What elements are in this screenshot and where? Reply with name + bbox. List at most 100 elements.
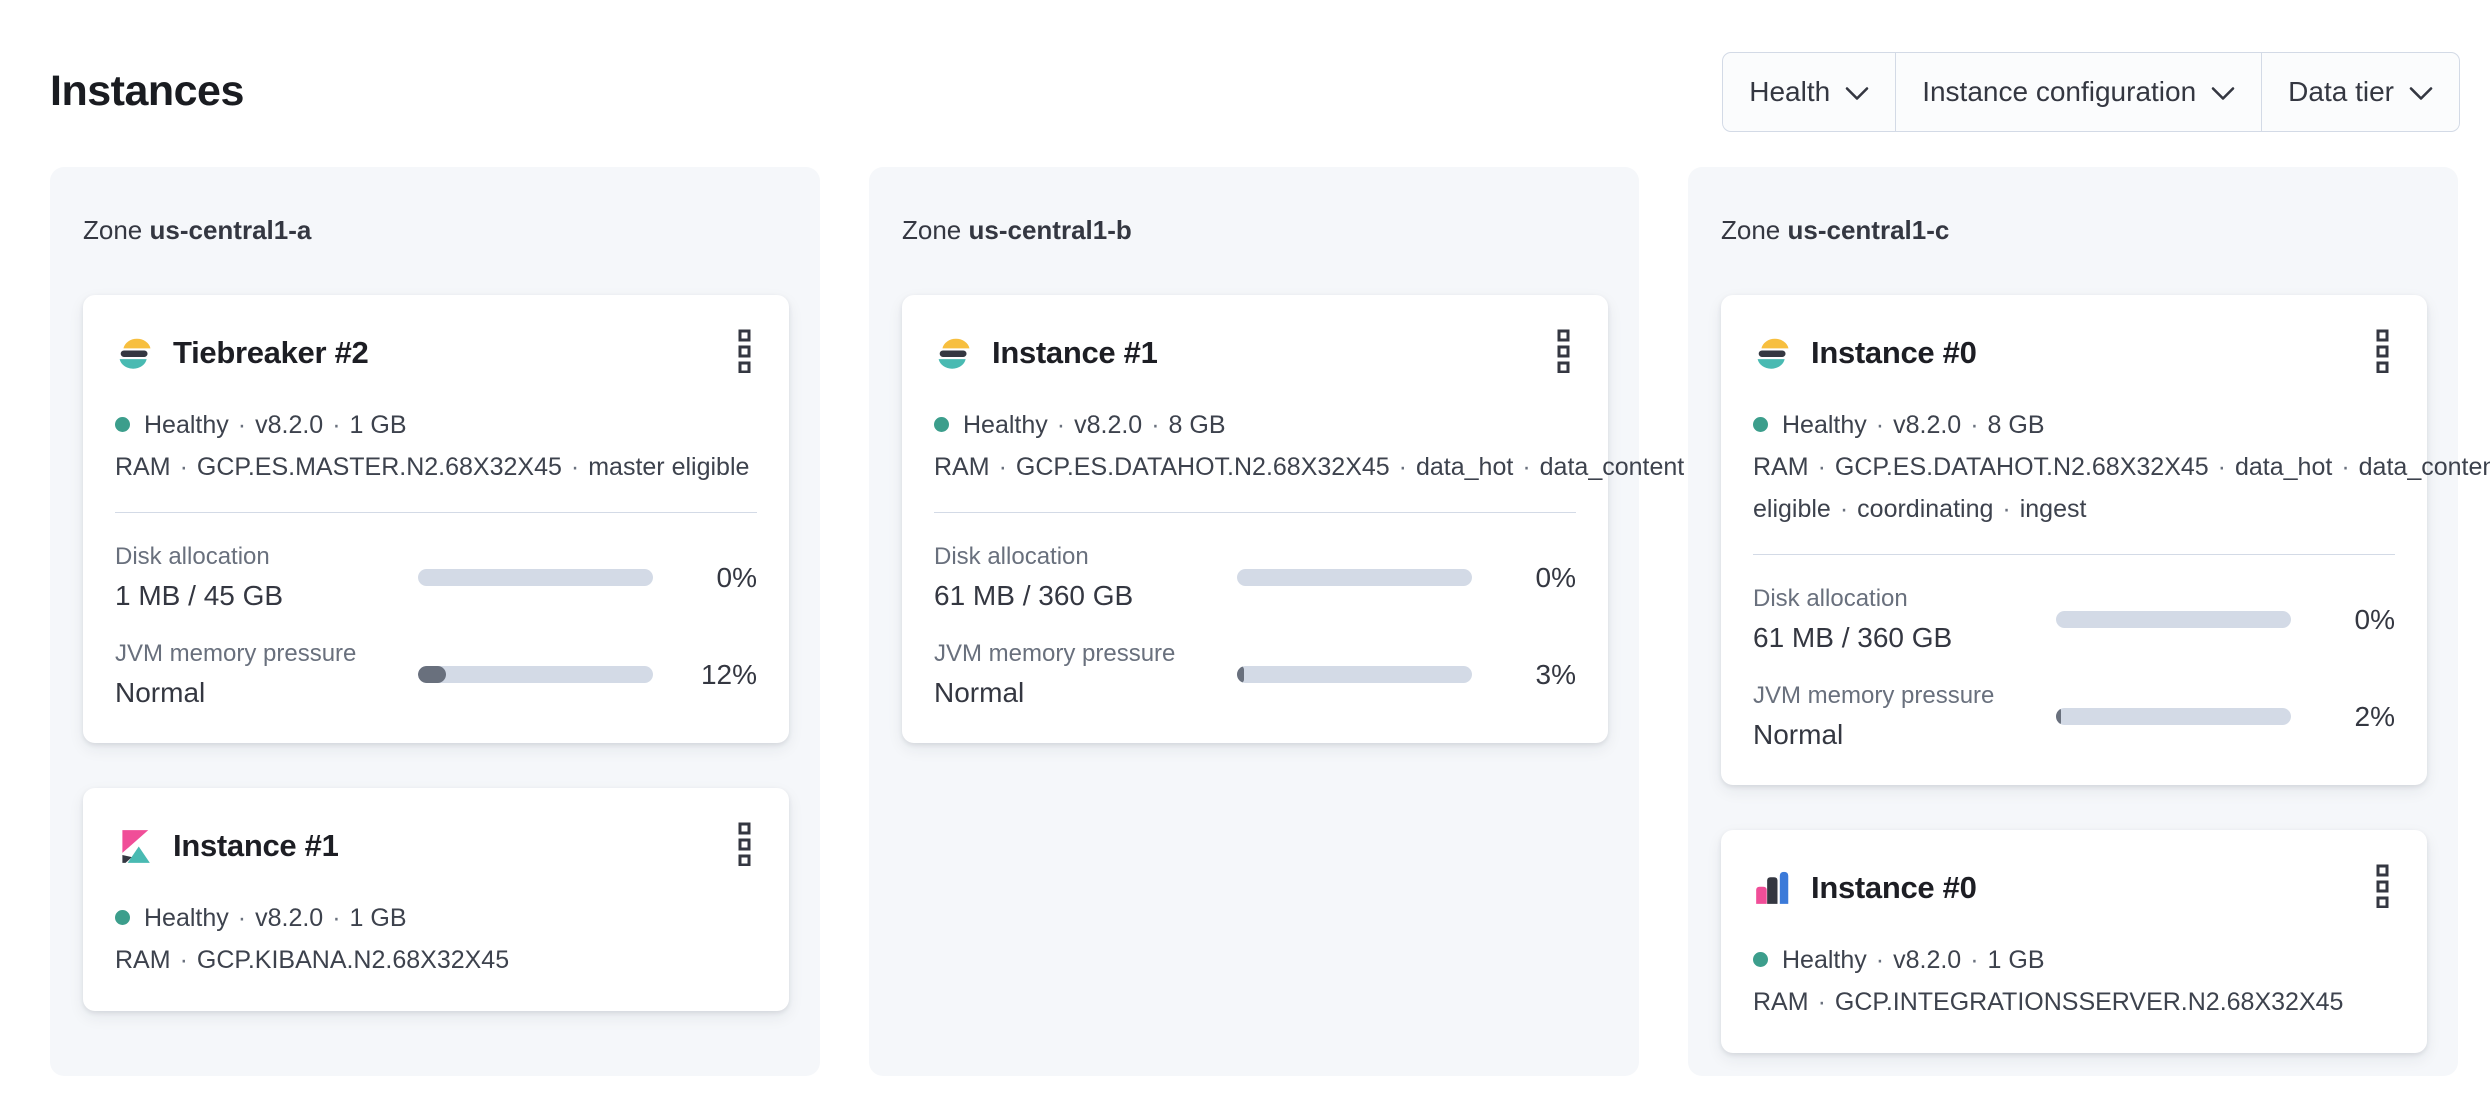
meta-separator: · — [179, 946, 188, 974]
meta-separator: · — [237, 411, 247, 439]
zone-title: Zone us-central1-a — [83, 215, 789, 245]
kebab-menu-icon — [1557, 329, 1570, 376]
metric-label: Disk allocation — [115, 543, 270, 570]
metric-percent: 0% — [1535, 561, 1576, 593]
metric-progress-bar — [1237, 666, 1472, 683]
instance-title: Instance #0 — [1811, 334, 1977, 370]
metrics-section: Disk allocation 1 MB / 45 GB 0% JVM memory … — [115, 543, 757, 709]
card-header: Instance #0 — [1753, 325, 2395, 380]
metric-percent: 0% — [716, 561, 757, 593]
meta-separator: · — [570, 453, 580, 481]
role-label: master eligible — [1753, 495, 1831, 523]
version-label: v8.2.0 — [1074, 411, 1143, 439]
kebab-menu-icon — [738, 822, 751, 869]
role-label: data_content — [1539, 453, 1685, 481]
metric-row: JVM memory pressure Normal 3% — [934, 640, 1576, 709]
chevron-down-icon — [2409, 76, 2433, 108]
health-dot-icon — [115, 417, 130, 432]
version-label: v8.2.0 — [255, 411, 324, 439]
metric-progress-bar — [2056, 611, 2291, 628]
card-divider — [115, 512, 757, 513]
instance-title: Instance #0 — [1811, 869, 1977, 905]
metric-value: Normal — [1753, 719, 1844, 750]
metric-row: Disk allocation 61 MB / 360 GB 0% — [1753, 585, 2395, 654]
instance-meta: Healthy · v8.2.0 · 1 GB RAM · GCP.KIBANA.N2.68… — [115, 897, 757, 981]
role-label: coordinating — [1857, 495, 1994, 523]
instance-menu-button[interactable] — [1551, 325, 1576, 380]
health-status: Healthy — [1753, 411, 1867, 439]
instance-menu-button[interactable] — [732, 325, 757, 380]
metrics-section: Disk allocation 61 MB / 360 GB 0% JVM memor… — [1753, 585, 2395, 751]
filter-button-health[interactable]: Health — [1723, 53, 1895, 131]
filter-button-instance-configuration[interactable]: Instance configuration — [1895, 53, 2261, 131]
meta-separator: · — [1839, 495, 1849, 523]
instance-menu-button[interactable] — [732, 818, 757, 873]
meta-separator: · — [1970, 411, 1979, 439]
health-dot-icon — [1753, 417, 1768, 432]
zone-label-prefix: Zone — [902, 215, 962, 245]
instance-configuration-label: GCP.INTEGRATIONSSERVER.N2.68X32X45 — [1834, 988, 2344, 1016]
meta-separator: · — [1970, 946, 1979, 974]
metric-progress-bar — [1237, 569, 1472, 586]
health-status: Healthy — [1753, 946, 1867, 974]
meta-separator: · — [1875, 411, 1885, 439]
zone-panel-us-central1-b: Zone us-central1-b Instance #1 Healthy · v8.… — [869, 167, 2048, 1076]
metric-percent: 2% — [2354, 700, 2395, 732]
metric-info: Disk allocation 1 MB / 45 GB — [115, 543, 418, 612]
metric-label: JVM memory pressure — [934, 640, 1176, 667]
instance-configuration-label: GCP.ES.DATAHOT.N2.68X32X45 — [1015, 453, 1390, 481]
metric-row: JVM memory pressure Normal 2% — [1753, 682, 2395, 751]
filter-button-label: Data tier — [2288, 76, 2394, 107]
meta-separator: · — [1056, 411, 1066, 439]
kebab-menu-icon — [738, 329, 751, 376]
instance-card: Tiebreaker #2 Healthy · v8.2.0 · 1 GB RAM · GCP… — [83, 295, 789, 743]
instance-menu-button[interactable] — [2370, 325, 2395, 380]
role-label: ingest — [2019, 495, 2087, 523]
meta-separator: · — [332, 411, 341, 439]
ram-label: 1 GB RAM — [115, 411, 407, 481]
filter-button-data-tier[interactable]: Data tier — [2261, 53, 2459, 131]
zone-name: us-central1-c — [1787, 215, 1950, 245]
card-header: Instance #1 — [115, 818, 757, 873]
metric-value: 1 MB / 45 GB — [115, 580, 284, 611]
metric-progress-fill — [418, 666, 447, 683]
ram-label: 1 GB RAM — [1753, 946, 2045, 1016]
card-divider — [1753, 554, 2395, 555]
ram-label: 8 GB RAM — [1753, 411, 2045, 481]
metric-percent: 12% — [700, 658, 757, 690]
health-dot-icon — [115, 910, 130, 925]
card-divider — [934, 512, 1576, 513]
zone-name: us-central1-a — [149, 215, 312, 245]
meta-separator: · — [2341, 453, 2350, 481]
instance-menu-button[interactable] — [2370, 860, 2395, 915]
metric-value: Normal — [115, 677, 206, 708]
health-status: Healthy — [934, 411, 1048, 439]
metric-row: JVM memory pressure Normal 12% — [115, 640, 757, 709]
metric-label: Disk allocation — [934, 543, 1089, 570]
metric-value: 61 MB / 360 GB — [1753, 622, 1953, 653]
card-header: Instance #1 — [934, 325, 1576, 380]
instance-title: Instance #1 — [992, 334, 1158, 370]
meta-separator: · — [1398, 453, 1407, 481]
metric-info: Disk allocation 61 MB / 360 GB — [934, 543, 1237, 612]
meta-separator: · — [179, 453, 188, 481]
instance-card: Instance #1 Healthy · v8.2.0 · 1 GB RAM · GCP.K… — [83, 788, 789, 1011]
instance-configuration-label: GCP.ES.DATAHOT.N2.68X32X45 — [1834, 453, 2209, 481]
zone-panel-us-central1-a: Zone us-central1-a Tiebreaker #2 Healthy · v… — [50, 167, 820, 1076]
integrations-server-logo-icon — [1753, 869, 1791, 907]
page-title: Instances — [50, 67, 244, 115]
metric-label: Disk allocation — [1753, 585, 1908, 612]
ram-label: 1 GB RAM — [115, 904, 407, 974]
zone-title: Zone us-central1-b — [902, 215, 1608, 245]
instance-card: Instance #0 Healthy · v8.2.0 · 1 GB RAM · GCP.I… — [1721, 830, 2427, 1053]
kebab-menu-icon — [2376, 864, 2389, 911]
kibana-logo-icon — [115, 827, 153, 865]
meta-separator: · — [2002, 495, 2011, 523]
health-status-label: Healthy — [144, 904, 229, 932]
version-label: v8.2.0 — [1893, 946, 1962, 974]
health-status-label: Healthy — [963, 411, 1048, 439]
health-dot-icon — [1753, 952, 1768, 967]
role-label: master eligible — [588, 453, 750, 481]
role-label: data_content — [2358, 453, 2490, 481]
zone-label-prefix: Zone — [83, 215, 143, 245]
